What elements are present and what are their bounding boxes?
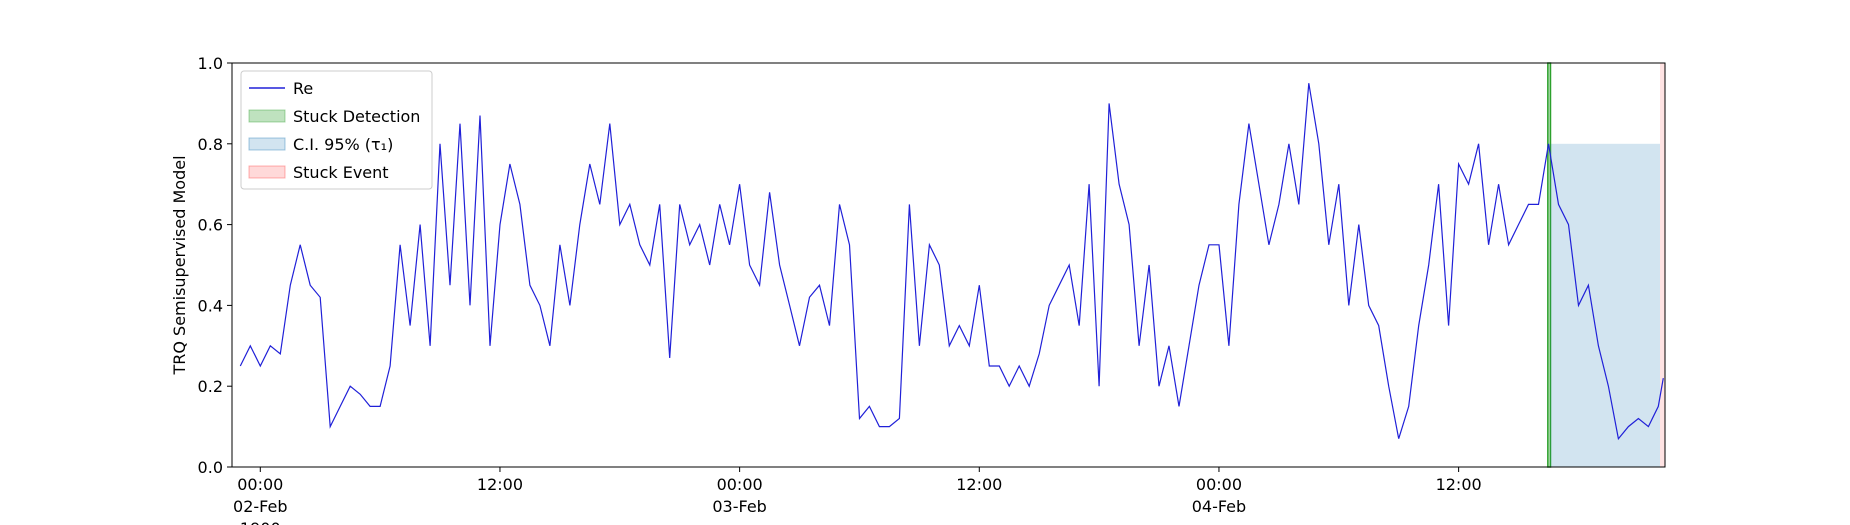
x-tick-label: 04-Feb: [1192, 497, 1246, 516]
x-tick-label: 12:00: [956, 475, 1002, 494]
x-tick-label: 12:00: [1436, 475, 1482, 494]
y-tick-label: 0.2: [198, 377, 223, 396]
legend-label: Stuck Detection: [293, 107, 420, 126]
legend-label: C.I. 95% (τ₁): [293, 135, 393, 154]
x-tick-label: 00:00: [237, 475, 283, 494]
x-tick-label: 02-Feb: [233, 497, 287, 516]
x-tick-label: 12:00: [477, 475, 523, 494]
y-tick-label: 0.8: [198, 135, 223, 154]
legend-swatch: [248, 137, 286, 151]
legend-swatch: [248, 109, 286, 123]
legend-label: Re: [293, 79, 313, 98]
plot-frame: [231, 62, 1666, 468]
x-tick-label: 1900: [240, 519, 281, 525]
legend-label: Stuck Event: [293, 163, 389, 182]
legend-swatch: [248, 165, 286, 179]
line: [239, 83, 1664, 441]
y-tick-label: 0.0: [198, 458, 223, 477]
y-tick-label: 0.6: [198, 216, 223, 235]
x-tick-label: 03-Feb: [712, 497, 766, 516]
x-tick-label: 00:00: [717, 475, 763, 494]
span: [1660, 63, 1665, 467]
span: [1547, 62, 1552, 468]
span: [1550, 143, 1661, 468]
legend-box: [240, 70, 433, 190]
y-axis-label: TRQ Semisupervised Model: [170, 155, 189, 375]
y-tick-label: 0.4: [198, 296, 223, 315]
x-tick-label: 00:00: [1196, 475, 1242, 494]
y-tick-label: 1.0: [198, 54, 223, 73]
